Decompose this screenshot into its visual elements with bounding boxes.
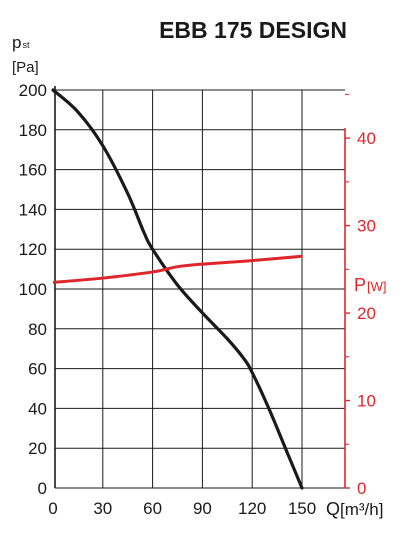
power-curve xyxy=(52,254,303,284)
chart-title: EBB 175 DESIGN xyxy=(159,17,347,43)
y-tick-label-left: 40 xyxy=(28,399,47,418)
x-axis-ticks: 0 30 60 90 120 150 xyxy=(48,499,316,518)
pressure-curve xyxy=(51,88,304,490)
y-axis-left-unit: [Pa] xyxy=(12,59,39,76)
x-tick-label: 150 xyxy=(288,499,316,518)
x-tick-label: 30 xyxy=(93,499,112,518)
x-tick-label: 60 xyxy=(143,499,162,518)
y-axis-left-symbol: p xyxy=(12,33,21,52)
y-axis-left-ticks: 0 20 40 60 80 100 120 140 160 180 200 xyxy=(19,81,47,498)
grid xyxy=(54,86,346,489)
y-tick-label-right: 20 xyxy=(357,304,376,323)
y-tick-label-left: 120 xyxy=(19,240,47,259)
y-tick-label-left: 180 xyxy=(19,121,47,140)
y-tick-label-left: 80 xyxy=(28,320,47,339)
y-tick-label-right: 0 xyxy=(357,479,366,498)
y-tick-label-left: 0 xyxy=(38,479,47,498)
y-axis-left-subscript: st xyxy=(22,40,30,50)
y-tick-label-left: 160 xyxy=(19,161,47,180)
y-tick-label-left: 100 xyxy=(19,280,47,299)
x-tick-label: 90 xyxy=(193,499,212,518)
x-axis-symbol: Q xyxy=(326,499,340,519)
y-axis-right-label: P[W] xyxy=(354,275,387,295)
x-tick-label: 0 xyxy=(48,499,57,518)
y-tick-label-left: 200 xyxy=(19,81,47,100)
y-tick-label-left: 20 xyxy=(28,439,47,458)
y-tick-label-left: 60 xyxy=(28,360,47,379)
x-tick-label: 120 xyxy=(238,499,266,518)
x-axis-label: Q[m³/h] xyxy=(326,499,383,519)
y-tick-label-right: 40 xyxy=(357,129,376,148)
y-tick-label-right: 30 xyxy=(357,217,376,236)
y-tick-label-right: 10 xyxy=(357,392,376,411)
y-axis-right-symbol: P xyxy=(354,275,366,295)
y-axis-right-unit: [W] xyxy=(367,279,387,294)
y-axis-right-ticks: 0 10 20 30 40 xyxy=(345,93,376,498)
x-axis-unit: [m³/h] xyxy=(340,500,383,519)
y-tick-label-left: 140 xyxy=(19,200,47,219)
series xyxy=(51,88,304,490)
y-axis-left-label: pst xyxy=(12,33,30,52)
